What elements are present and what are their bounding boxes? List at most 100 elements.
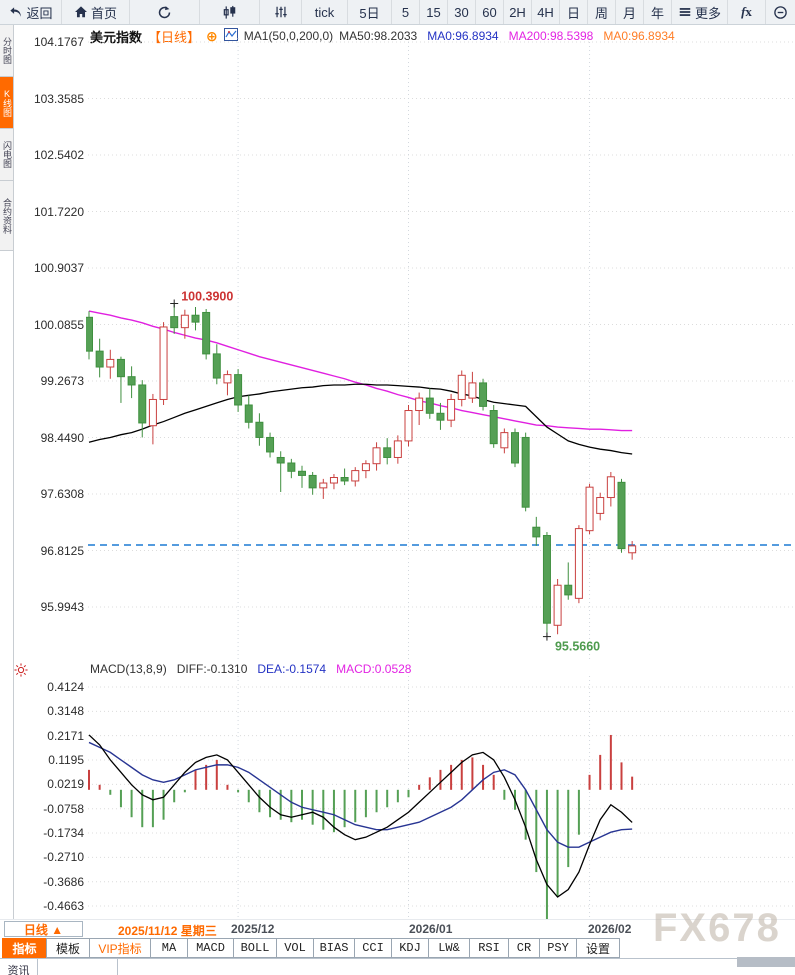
toolbar-label: 4H [537, 4, 554, 20]
add-indicator-icon[interactable]: ⊕ [206, 27, 218, 44]
crosshair-date-label: 2025/11/12 星期三 [118, 924, 217, 938]
indicator-tab-cci[interactable]: CCI [354, 938, 392, 958]
toolbar-refresh[interactable] [130, 0, 200, 24]
horizontal-scrollbar-thumb[interactable] [737, 957, 795, 967]
macd-y-tick: -0.4663 [43, 899, 84, 914]
bottom-news-strip: 资讯 [0, 957, 795, 975]
sidebar-tab-3[interactable]: 闪电图 [0, 129, 13, 181]
indicator-tab-kdj[interactable]: KDJ [391, 938, 429, 958]
period-tag: 【日线】 [148, 29, 201, 45]
ma-badge-icon[interactable] [223, 28, 238, 44]
toolbar-label: tick [314, 4, 335, 20]
indicator-tab-[interactable]: 模板 [46, 938, 90, 958]
top-toolbar: 返回 首页 tick 5日 5 15 30 60 2H 4H 日周月年 更多 fx [0, 0, 795, 25]
toolbar-day[interactable]: 日 [560, 0, 588, 24]
indicator-tab-[interactable]: 指标 [2, 938, 47, 958]
toolbar-zoom-out[interactable] [766, 0, 795, 24]
sidebar-tab-2[interactable]: K线图 [0, 77, 13, 129]
macd-y-tick: 0.4124 [47, 680, 84, 694]
main-y-tick: 95.9943 [40, 600, 84, 615]
macd-y-tick: -0.0758 [43, 801, 84, 816]
toolbar-month[interactable]: 月 [616, 0, 644, 24]
macd-params-label: MACD(13,8,9) [90, 661, 167, 676]
more-icon [678, 5, 692, 19]
refresh-icon [157, 5, 172, 20]
ma-values: MA50:98.2033 MA0:96.8934 MA200:98.5398 MA0:… [339, 29, 675, 43]
main-y-tick: 97.6308 [40, 487, 84, 502]
indicator-tab-psy[interactable]: PSY [539, 938, 577, 958]
toolbar-week[interactable]: 周 [588, 0, 616, 24]
macd-panel-chart[interactable] [86, 676, 795, 922]
toolbar-min-60[interactable]: 60 [476, 0, 504, 24]
toolbar-indicator[interactable] [260, 0, 302, 24]
toolbar-tick[interactable]: tick [302, 0, 348, 24]
macd-y-tick: 0.0219 [47, 777, 84, 792]
main-y-tick: 100.9037 [33, 261, 84, 275]
macd-value: DEA:-0.1574 [257, 661, 327, 676]
indicator-tab-lw[interactable]: LW& [428, 938, 470, 958]
indicator-tab-rsi[interactable]: RSI [469, 938, 509, 958]
indicator-tab-macd[interactable]: MACD [187, 938, 234, 958]
indicator-settings-sun-icon[interactable] [14, 663, 28, 682]
sidebar-tab-4[interactable]: 合约资料 [0, 181, 13, 251]
svg-text:100.3900: 100.3900 [181, 289, 233, 303]
tab-news-empty [38, 959, 118, 975]
toolbar-fx-functions[interactable]: fx [728, 0, 766, 24]
toolbar-min-15[interactable]: 15 [420, 0, 448, 24]
indicator-tab-[interactable]: 设置 [576, 938, 620, 958]
macd-y-tick: 0.3148 [47, 704, 84, 719]
back-icon [8, 5, 23, 20]
toolbar-min-5[interactable]: 5 [392, 0, 420, 24]
macd-y-tick: -0.1734 [43, 826, 84, 841]
ma-value: MA50:98.2033 [339, 29, 418, 43]
toolbar-hour-2[interactable]: 2H [504, 0, 532, 24]
sidebar-tab-1[interactable]: 分时图 [0, 25, 13, 77]
main-chart-legend: 美元指数 【日线】 ⊕ MA1(50,0,200,0) MA50:98.2033 MA0:… [90, 27, 675, 45]
main-y-tick: 102.5402 [33, 148, 84, 162]
main-y-tick: 104.1767 [33, 35, 84, 49]
ma-settings-label: MA1(50,0,200,0) [243, 29, 334, 43]
indicator-tab-ma[interactable]: MA [150, 938, 188, 958]
chart-type-sidebar: 分时图 K线图 闪电图 合约资料 [0, 25, 14, 920]
toolbar-kline-chart[interactable] [200, 0, 260, 24]
toolbar-label: 返回 [26, 5, 53, 21]
x-axis-month-label: 2026/01 [409, 922, 453, 936]
toolbar-label: 月 [622, 5, 636, 21]
macd-y-tick: -0.2710 [43, 850, 84, 865]
svg-text:95.5660: 95.5660 [555, 640, 600, 654]
zoom-out-icon [773, 5, 788, 20]
toolbar-hour-4[interactable]: 4H [532, 0, 560, 24]
macd-y-tick: 0.2171 [47, 728, 84, 743]
indicator-icon [274, 5, 288, 19]
indicator-tab-vip[interactable]: VIP指标 [89, 938, 151, 958]
toolbar-label: 更多 [694, 5, 721, 21]
main-candlestick-chart[interactable]: 100.3900 95.5660 [86, 38, 795, 662]
toolbar-5-day[interactable]: 5日 [348, 0, 392, 24]
fx-functions-icon: fx [741, 4, 752, 19]
macd-y-tick: -0.3686 [43, 874, 84, 889]
toolbar-more[interactable]: 更多 [672, 0, 728, 24]
toolbar-min-30[interactable]: 30 [448, 0, 476, 24]
toolbar-year[interactable]: 年 [644, 0, 672, 24]
toolbar-label: 5 [401, 4, 410, 20]
main-y-tick: 100.0855 [33, 317, 84, 332]
indicator-tab-vol[interactable]: VOL [276, 938, 314, 958]
toolbar-label: 周 [594, 5, 608, 21]
toolbar-home[interactable]: 首页 [62, 0, 130, 24]
ma-value: MA0:96.8934 [603, 29, 675, 43]
indicator-tab-boll[interactable]: BOLL [233, 938, 277, 958]
home-icon [74, 5, 88, 19]
toolbar-label: 60 [482, 4, 497, 20]
indicator-tab-row: 指标 模板 VIP指标 MA MACD BOLL VOL BIAS CCI KDJ LW& RSI CR… [2, 938, 620, 958]
period-dropdown-button[interactable]: 日线 ▲ [4, 921, 83, 937]
toolbar-back[interactable]: 返回 [0, 0, 62, 24]
indicator-tab-bias[interactable]: BIAS [313, 938, 355, 958]
tab-news[interactable]: 资讯 [0, 959, 38, 975]
toolbar-label: 首页 [90, 5, 117, 21]
x-axis-month-label: 2026/02 [588, 922, 632, 936]
ma-value: MA200:98.5398 [508, 29, 594, 43]
kline-chart-icon [222, 5, 237, 20]
indicator-tab-cr[interactable]: CR [508, 938, 540, 958]
macd-value: MACD:0.0528 [336, 661, 412, 676]
